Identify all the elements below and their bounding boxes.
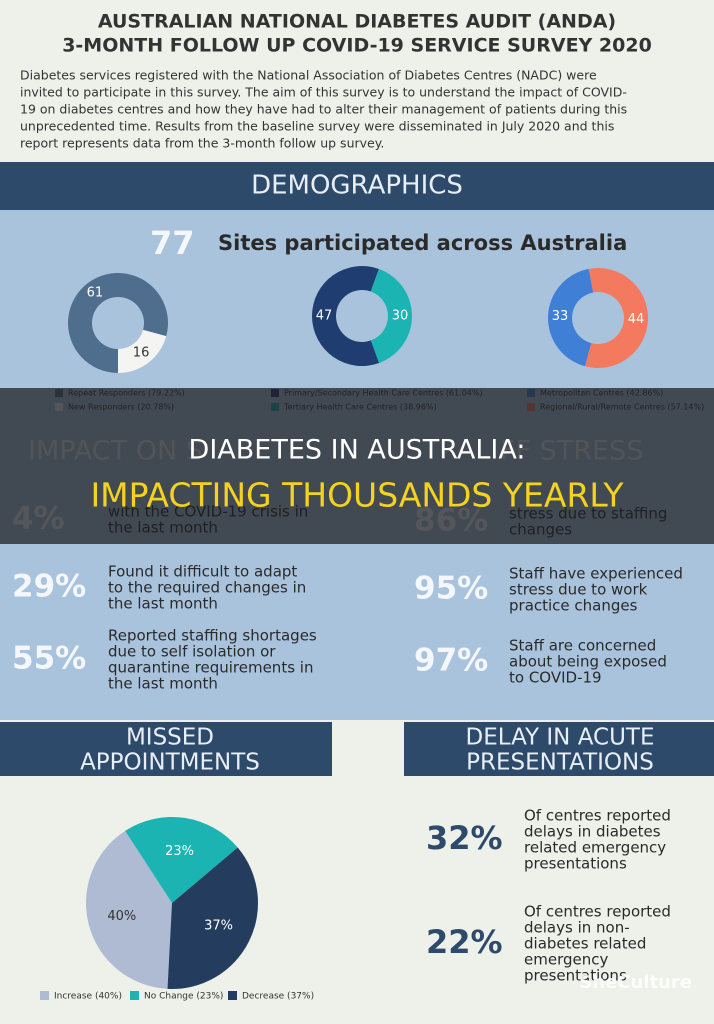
stat-text: stress due to work [509, 581, 648, 599]
demographics-band [0, 162, 714, 210]
delay-band [404, 722, 714, 776]
stat-value: 97% [414, 643, 488, 679]
title-line: AUSTRALIAN NATIONAL DIABETES AUDIT (ANDA… [98, 11, 616, 33]
title-line: 3-MONTH FOLLOW UP COVID-19 SERVICE SURVE… [62, 35, 652, 57]
stat-text: Found it difficult to adapt [108, 563, 297, 581]
slice-label: 44 [628, 312, 645, 327]
stat-text: Staff have experienced [509, 565, 683, 583]
stat-text: presentations [524, 855, 627, 873]
stat-text: delays in non- [524, 919, 630, 937]
stat-text: the last month [108, 595, 218, 613]
slice [311, 265, 380, 366]
intro-line: report represents data from the 3-month … [20, 136, 384, 151]
stat-text: Of centres reported [524, 807, 671, 825]
stat-text: Of centres reported [524, 903, 671, 921]
section-heading: MISSED [126, 725, 214, 751]
stat-text: quarantine requirements in [108, 659, 313, 677]
overlay-banner [0, 388, 714, 544]
stat-text: practice changes [509, 597, 638, 615]
stat-text: due to self isolation or [108, 643, 276, 661]
stat-text: related emergency [524, 839, 666, 857]
slice-label: 16 [133, 346, 150, 361]
stat-text: about being exposed [509, 653, 667, 671]
slice-label: 33 [552, 309, 569, 324]
legend-label: Increase (40%) [54, 992, 122, 1002]
slice [118, 329, 167, 373]
slice-label: 40% [107, 909, 136, 924]
slice-label: 30 [392, 308, 409, 323]
slice [67, 273, 168, 373]
stat-text: emergency [524, 951, 608, 969]
intro-line: invited to participate in this survey. T… [20, 85, 627, 100]
stat-text: Staff are concerned [509, 637, 656, 655]
stat-text: the last month [108, 675, 218, 693]
stat-value: 95% [414, 571, 488, 607]
stat-value: 32% [426, 819, 503, 857]
missed-band [0, 722, 332, 776]
section-heading: APPOINTMENTS [80, 750, 260, 776]
slice [585, 268, 648, 368]
legend-label: Decrease (37%) [242, 992, 314, 1002]
intro-line: Diabetes services registered with the Na… [20, 68, 597, 83]
stat-text: to COVID-19 [509, 669, 602, 687]
slice [547, 268, 594, 367]
intro-line: unprecedented time. Results from the bas… [20, 119, 614, 134]
slice-label: 37% [204, 919, 233, 934]
slice [125, 817, 238, 903]
stat-text: delays in diabetes [524, 823, 661, 841]
legend-swatch [228, 991, 237, 1000]
legend-swatch [40, 991, 49, 1000]
overlay-title: DIABETES IN AUSTRALIA: [189, 435, 526, 466]
stat-text: presentations [524, 967, 627, 985]
legend-swatch [130, 991, 139, 1000]
stat-value: 55% [12, 641, 86, 677]
sites-text: Sites participated across Australia [218, 231, 627, 255]
legend-label: No Change (23%) [144, 992, 223, 1002]
section-heading: DELAY IN ACUTE [466, 725, 655, 751]
section-heading: DEMOGRAPHICS [251, 171, 463, 201]
watermark: SheCulture [579, 972, 692, 993]
slice-label: 47 [316, 309, 333, 324]
slice [167, 847, 258, 989]
stat-text: diabetes related [524, 935, 646, 953]
section-heading: PRESENTATIONS [466, 750, 654, 776]
slice-label: 61 [87, 285, 104, 300]
intro-line: 19 on diabetes centres and how they have… [20, 102, 627, 117]
overlay-subtitle: IMPACTING THOUSANDS YEARLY [90, 476, 624, 515]
stat-value: 22% [426, 923, 503, 961]
sites-count: 77 [150, 224, 195, 262]
stat-text: Reported staffing shortages [108, 627, 317, 645]
stat-text: to the required changes in [108, 579, 306, 597]
slice [370, 268, 412, 363]
slice-label: 23% [165, 844, 194, 859]
stat-value: 29% [12, 569, 86, 605]
slice [85, 830, 172, 989]
